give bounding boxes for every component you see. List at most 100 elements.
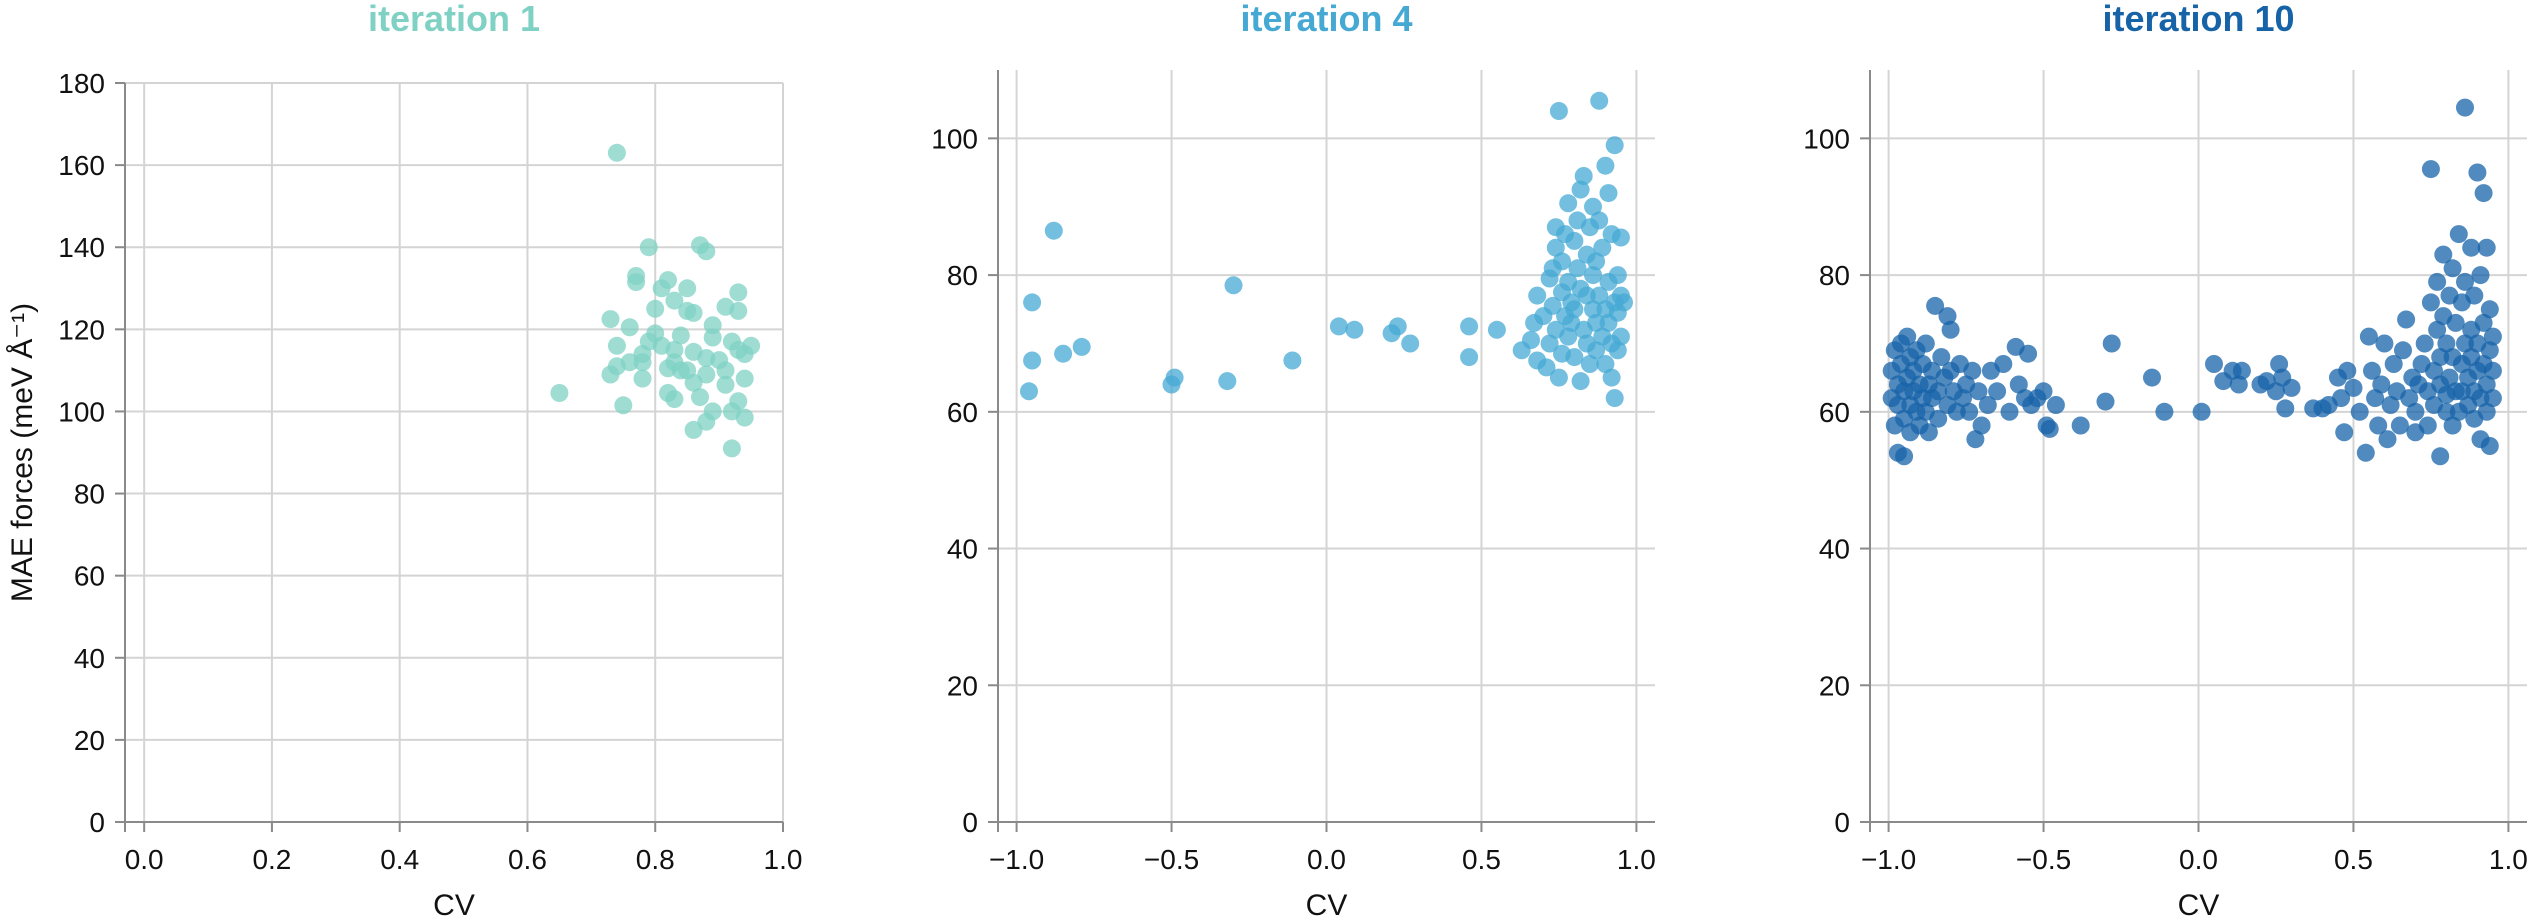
data-point: [742, 336, 761, 355]
data-point: [2449, 225, 2468, 244]
data-point: [729, 392, 748, 411]
panel-title: iteration 1: [368, 0, 540, 39]
y-tick-label: 180: [58, 68, 105, 99]
data-point: [2270, 355, 2289, 373]
data-point: [2034, 382, 2053, 401]
y-tick-label: 20: [74, 725, 105, 756]
data-point: [1054, 344, 1073, 363]
data-point: [1224, 276, 1243, 295]
data-point: [2375, 334, 2394, 353]
data-point: [1599, 184, 1618, 203]
data-point: [2440, 368, 2459, 387]
data-point: [2437, 402, 2456, 421]
data-point: [620, 353, 639, 372]
data-point: [2415, 334, 2434, 353]
x-tick-label: −1.0: [989, 844, 1044, 875]
data-point: [1608, 341, 1627, 360]
data-point: [633, 369, 652, 388]
data-point: [722, 439, 741, 458]
data-point: [1919, 423, 1938, 442]
data-point: [2009, 375, 2028, 394]
data-point: [735, 408, 754, 427]
data-point: [1549, 368, 1568, 387]
data-point: [697, 365, 716, 384]
y-tick-label: 0: [1834, 807, 1850, 838]
data-point: [1020, 382, 1038, 401]
data-point: [2369, 416, 2388, 435]
data-point: [2363, 361, 2381, 380]
data-point: [2443, 416, 2462, 435]
data-point: [1283, 351, 1302, 370]
data-point: [1994, 355, 2013, 373]
data-point: [735, 369, 754, 388]
data-point: [1553, 252, 1571, 271]
panel-title: iteration 4: [1240, 0, 1412, 39]
data-point: [627, 273, 646, 292]
x-tick-label: 1.0: [764, 844, 803, 875]
y-tick-label: 60: [947, 397, 978, 428]
data-point: [1460, 348, 1479, 367]
data-point: [2431, 447, 2450, 466]
data-point: [2425, 361, 2443, 380]
data-point: [1487, 320, 1506, 339]
y-tick-label: 40: [947, 534, 978, 565]
data-point: [1611, 327, 1630, 346]
data-point: [1565, 231, 1584, 250]
data-point: [2480, 341, 2499, 360]
data-point: [620, 318, 639, 337]
chart-panel-3: −1.0 −0.5 0.0 0.5 1.0 0 20 40 60 80 100 iteration 1…: [1803, 0, 2528, 918]
data-point: [1602, 368, 1621, 387]
data-point: [2335, 423, 2354, 442]
data-point: [1590, 91, 1609, 110]
x-tick-label: 0.8: [636, 844, 675, 875]
data-point: [2456, 98, 2474, 117]
data-point: [2397, 310, 2416, 329]
data-point: [1932, 348, 1951, 367]
data-point: [2480, 437, 2499, 455]
x-axis-label: CV: [433, 889, 475, 918]
data-point: [659, 271, 677, 290]
data-point: [2468, 163, 2487, 182]
y-axis-label: MAE forces (meV Å⁻¹): [6, 303, 39, 602]
data-point: [2143, 368, 2161, 387]
data-point: [665, 390, 684, 409]
data-point: [2378, 430, 2397, 449]
data-point: [2421, 160, 2440, 179]
data-point: [1584, 300, 1602, 319]
data-point: [716, 361, 735, 380]
data-point: [1972, 416, 1991, 435]
data-point: [1218, 372, 1237, 391]
y-tick-label: 80: [1819, 260, 1850, 291]
data-point: [703, 316, 722, 335]
data-point: [2471, 389, 2490, 408]
data-point: [1559, 194, 1578, 213]
data-point: [1615, 293, 1633, 312]
data-point: [2332, 389, 2351, 408]
data-point: [2418, 416, 2437, 435]
x-tick-label: 0.0: [1307, 844, 1346, 875]
data-point: [1044, 221, 1063, 240]
data-point: [2428, 320, 2447, 339]
data-point: [2356, 443, 2375, 462]
data-point: [2372, 375, 2391, 394]
data-point: [1605, 389, 1624, 408]
data-point: [1929, 409, 1948, 428]
data-point: [1565, 300, 1584, 319]
data-point: [2267, 382, 2285, 401]
y-tick-label: 40: [74, 643, 105, 674]
data-point: [1966, 430, 1985, 449]
data-point: [2428, 272, 2447, 291]
data-point: [1565, 348, 1584, 367]
data-point: [671, 326, 690, 345]
data-point: [2431, 348, 2450, 367]
y-tick-label: 80: [947, 260, 978, 291]
data-point: [1540, 334, 1559, 353]
data-point: [2434, 245, 2453, 264]
data-point: [1584, 266, 1602, 285]
data-point: [697, 242, 716, 261]
y-tick-label: 100: [58, 396, 105, 427]
data-point: [1611, 228, 1630, 247]
y-tick-label: 120: [58, 314, 105, 345]
y-tick-label: 140: [58, 232, 105, 263]
